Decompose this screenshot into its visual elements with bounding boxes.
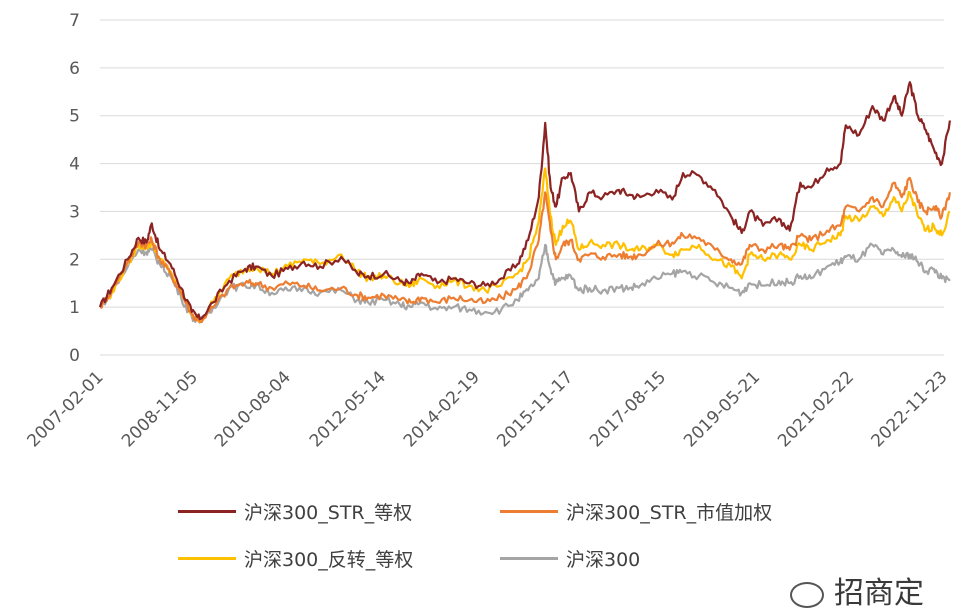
legend-swatch (178, 510, 236, 513)
y-tick-label: 5 (69, 107, 80, 127)
series-line-0 (98, 81, 951, 321)
watermark: 招商定 (790, 568, 924, 612)
legend-swatch (178, 557, 236, 560)
x-tick-label: 2022-11-23 (868, 367, 952, 451)
legend-item-reversal-equal: 沪深300_反转_等权 (178, 545, 413, 572)
watermark-text: 招商定 (834, 576, 924, 611)
y-tick-label: 2 (69, 250, 80, 270)
y-tick-label: 4 (69, 155, 80, 175)
wechat-icon (790, 581, 824, 608)
legend-item-str-cap: 沪深300_STR_市值加权 (500, 498, 772, 525)
y-tick-label: 7 (69, 11, 80, 31)
series-line-2 (99, 167, 951, 323)
legend-swatch (500, 510, 558, 513)
series-line-3 (99, 242, 951, 324)
x-tick-label: 2012-05-14 (306, 367, 390, 451)
x-tick-label: 2008-11-05 (118, 367, 202, 451)
legend-label: 沪深300_反转_等权 (244, 549, 414, 571)
y-tick-label: 0 (69, 346, 80, 366)
legend-label: 沪深300_STR_市值加权 (566, 502, 773, 524)
x-tick-label: 2015-11-17 (493, 367, 577, 451)
y-tick-label: 6 (69, 59, 80, 79)
series-line-1 (99, 176, 951, 324)
legend-label: 沪深300 (566, 549, 641, 571)
x-tick-label: 2021-02-22 (774, 367, 858, 451)
x-tick-label: 2010-08-04 (211, 367, 295, 451)
x-tick-label: 2007-02-01 (24, 367, 108, 451)
x-tick-label: 2019-05-21 (680, 367, 764, 451)
legend-label: 沪深300_STR_等权 (244, 502, 413, 524)
y-tick-label: 3 (69, 202, 80, 222)
legend-item-str-equal: 沪深300_STR_等权 (178, 498, 412, 525)
x-tick-label: 2017-08-15 (586, 367, 670, 451)
y-tick-label: 1 (69, 298, 80, 318)
legend-item-hs300: 沪深300 (500, 545, 640, 572)
x-tick-label: 2014-02-19 (400, 367, 484, 451)
legend-swatch (500, 557, 558, 560)
